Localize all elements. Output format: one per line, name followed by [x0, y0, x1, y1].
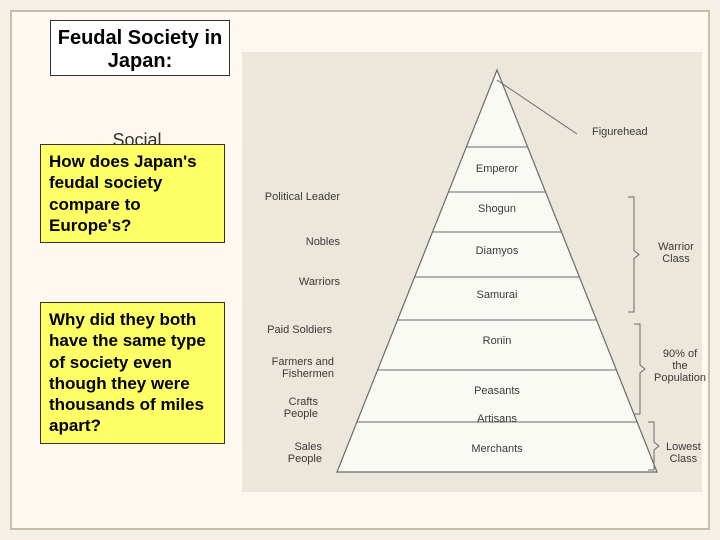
- question-card-2: Why did they both have the same type of …: [40, 302, 225, 444]
- question-card-1: How does Japan's feudal society compare …: [40, 144, 225, 243]
- pyramid-diagram: Emperor Shogun Diamyos Samurai Ronin Peasants…: [242, 52, 702, 492]
- left-label: Paid Soldiers: [267, 324, 332, 336]
- band-label: Ronin: [457, 335, 537, 347]
- right-label: 90% of the Population: [654, 348, 706, 384]
- question-1-text: How does Japan's feudal society compare …: [49, 152, 197, 235]
- right-label: Figurehead: [592, 126, 648, 138]
- slide-frame: Feudal Society in Japan: Social How does…: [10, 10, 710, 530]
- right-label: Warrior Class: [650, 241, 702, 265]
- band-label: Shogun: [457, 203, 537, 215]
- left-label: Political Leader: [265, 191, 340, 203]
- left-label: Sales People: [288, 441, 322, 465]
- band-label: Peasants: [457, 385, 537, 397]
- band-label: Samurai: [457, 289, 537, 301]
- pyramid-svg: [242, 52, 702, 492]
- left-label: Crafts People: [284, 396, 318, 420]
- band-label: Merchants: [457, 443, 537, 455]
- title-text: Feudal Society in Japan:: [58, 27, 222, 72]
- band-label: Emperor: [457, 163, 537, 175]
- left-label: Farmers and Fishermen: [272, 356, 334, 380]
- left-label: Warriors: [299, 276, 340, 288]
- right-label: Lowest Class: [666, 441, 701, 465]
- left-label: Nobles: [306, 236, 340, 248]
- band-label: Diamyos: [457, 245, 537, 257]
- band-label: Artisans: [457, 413, 537, 425]
- title-card: Feudal Society in Japan:: [50, 20, 230, 76]
- question-2-text: Why did they both have the same type of …: [49, 310, 206, 435]
